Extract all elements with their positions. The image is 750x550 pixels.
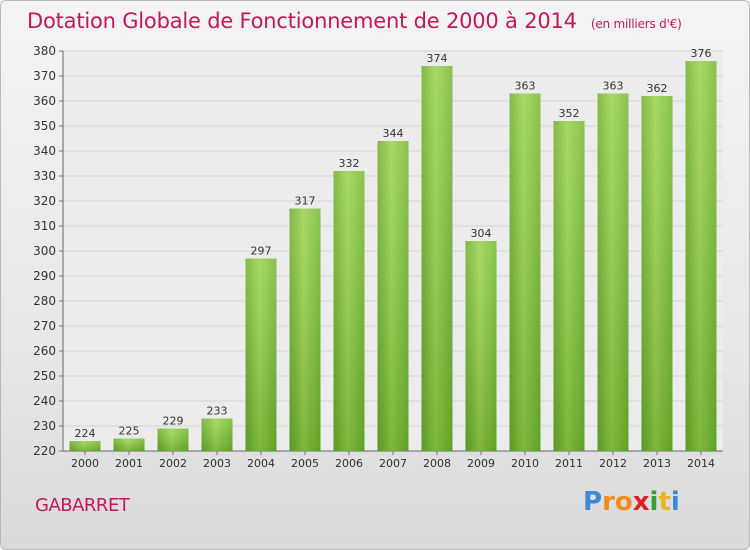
bar-shade-overlay — [685, 61, 717, 451]
x-tick-label: 2004 — [247, 457, 275, 470]
y-tick-label: 380 — [33, 44, 56, 58]
x-tick-label: 2012 — [599, 457, 627, 470]
logo-letter: i — [649, 487, 659, 517]
bar-value-label: 233 — [207, 405, 228, 418]
bar-shade-overlay — [245, 258, 277, 451]
y-tick-label: 320 — [33, 194, 56, 208]
x-tick-label: 2006 — [335, 457, 363, 470]
chart-title: Dotation Globale de Fonctionnement de 20… — [27, 9, 682, 33]
x-tick-label: 2002 — [159, 457, 187, 470]
bar-shade-overlay — [377, 141, 409, 451]
x-tick-label: 2005 — [291, 457, 319, 470]
y-tick-label: 300 — [33, 244, 56, 258]
x-tick-label: 2000 — [71, 457, 99, 470]
bar-value-label: 362 — [647, 82, 668, 95]
bar-shade-overlay — [201, 418, 233, 451]
logo-letter: x — [632, 487, 650, 517]
x-tick-label: 2013 — [643, 457, 671, 470]
bar-shade-overlay — [333, 171, 365, 451]
bar-value-label: 363 — [515, 80, 536, 93]
bar-value-label: 352 — [559, 107, 580, 120]
bar-shade-overlay — [509, 93, 541, 451]
y-tick-label: 240 — [33, 394, 56, 408]
y-tick-label: 370 — [33, 69, 56, 83]
x-tick-label: 2008 — [423, 457, 451, 470]
y-tick-label: 260 — [33, 344, 56, 358]
bar-value-label: 304 — [471, 227, 492, 240]
logo-letter: t — [658, 487, 671, 517]
bar-shade-overlay — [421, 66, 453, 451]
y-tick-label: 280 — [33, 294, 56, 308]
y-tick-label: 360 — [33, 94, 56, 108]
bar-shade-overlay — [553, 121, 585, 451]
city-name: GABARRET — [35, 495, 130, 516]
bar-value-label: 363 — [603, 80, 624, 93]
bar-shade-overlay — [465, 241, 497, 451]
y-tick-label: 290 — [33, 269, 56, 283]
bar-value-label: 332 — [339, 157, 360, 170]
y-tick-label: 340 — [33, 144, 56, 158]
logo-letter: o — [614, 487, 633, 517]
bar-shade-overlay — [597, 93, 629, 451]
bar-shade-overlay — [69, 441, 101, 451]
bar-shade-overlay — [289, 208, 321, 451]
x-tick-label: 2003 — [203, 457, 231, 470]
bar-value-label: 224 — [75, 427, 96, 440]
x-tick-label: 2009 — [467, 457, 495, 470]
y-tick-label: 310 — [33, 219, 56, 233]
bar-shade-overlay — [641, 96, 673, 451]
chart-title-text: Dotation Globale de Fonctionnement de 20… — [27, 9, 577, 33]
bar-shade-overlay — [157, 428, 189, 451]
y-tick-label: 270 — [33, 319, 56, 333]
logo-letter: r — [602, 487, 615, 517]
y-tick-label: 220 — [33, 444, 56, 458]
x-tick-label: 2014 — [687, 457, 715, 470]
chart-subtitle: (en milliers d'€) — [590, 17, 682, 31]
bar-value-label: 344 — [383, 127, 404, 140]
bar-value-label: 374 — [427, 52, 448, 65]
bar-value-label: 376 — [691, 47, 712, 60]
logo-letter: i — [670, 487, 680, 517]
x-tick-label: 2011 — [555, 457, 583, 470]
bar-value-label: 229 — [163, 415, 184, 428]
x-tick-label: 2010 — [511, 457, 539, 470]
y-tick-label: 250 — [33, 369, 56, 383]
bar-value-label: 297 — [251, 245, 272, 258]
y-tick-label: 330 — [33, 169, 56, 183]
y-tick-label: 230 — [33, 419, 56, 433]
bar-value-label: 317 — [295, 195, 316, 208]
y-tick-label: 350 — [33, 119, 56, 133]
proxiti-logo: Proxiti — [583, 487, 680, 517]
bar-value-label: 225 — [119, 425, 140, 438]
bar-shade-overlay — [113, 438, 145, 451]
x-tick-label: 2007 — [379, 457, 407, 470]
x-tick-label: 2001 — [115, 457, 143, 470]
logo-letter: P — [583, 487, 603, 517]
